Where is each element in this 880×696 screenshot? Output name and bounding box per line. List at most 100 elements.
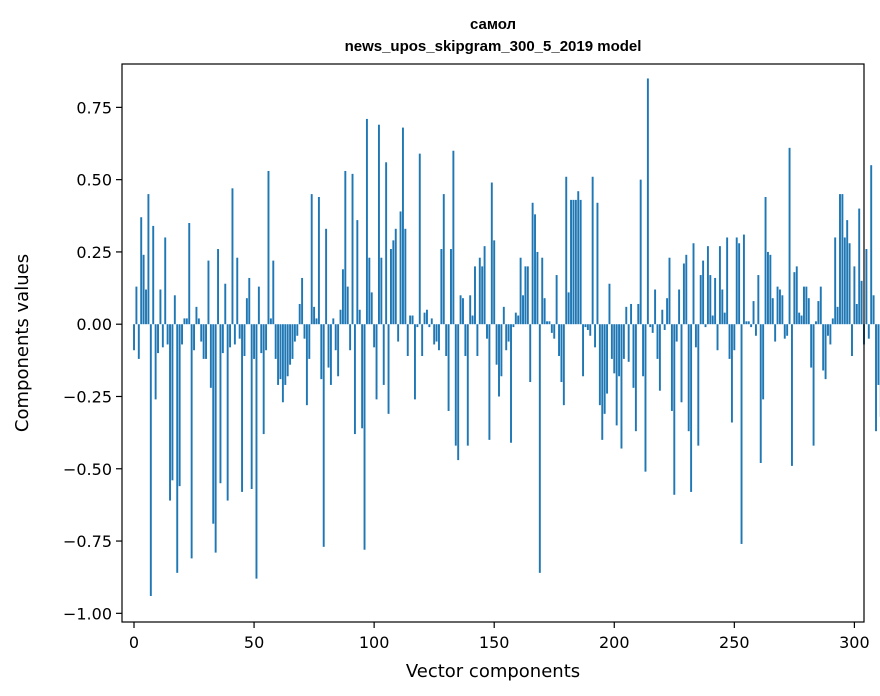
bar-168 (536, 251, 539, 325)
bar-84 (334, 324, 337, 351)
bar-268 (776, 286, 779, 325)
bar-40 (229, 324, 232, 348)
bar-195 (601, 324, 604, 440)
y-tick-label: 0.50 (76, 171, 112, 190)
bar-29 (202, 324, 205, 359)
bar-183 (572, 199, 575, 325)
bar-292 (834, 237, 837, 325)
bar-302 (858, 208, 861, 325)
bar-164 (526, 266, 529, 325)
bar-246 (723, 312, 726, 325)
bar-142 (474, 266, 476, 325)
bar-217 (654, 289, 657, 325)
bar-116 (411, 315, 414, 325)
bar-237 (702, 260, 705, 325)
x-tick-label: 50 (244, 633, 264, 652)
bar-59 (274, 324, 277, 359)
bar-98 (368, 257, 371, 325)
bar-288 (824, 324, 827, 380)
bar-19 (178, 324, 181, 487)
bar-219 (658, 324, 661, 391)
bar-236 (699, 275, 702, 325)
bar-78 (320, 324, 323, 380)
bar-286 (819, 286, 822, 325)
bar-253 (740, 324, 743, 544)
bar-82 (329, 324, 332, 385)
bar-33 (212, 324, 215, 524)
bar-69 (298, 303, 301, 325)
bar-269 (778, 289, 781, 325)
bar-220 (661, 309, 664, 325)
bar-71 (303, 324, 306, 339)
y-tick-label: −1.00 (63, 604, 112, 623)
bar-153 (500, 324, 503, 377)
chart-title-line1: самол (470, 16, 516, 33)
bar-68 (296, 324, 299, 336)
bar-303 (860, 280, 863, 325)
bar-128 (440, 249, 443, 325)
bar-255 (745, 321, 748, 325)
bar-37 (221, 324, 224, 354)
bar-95 (361, 324, 364, 429)
bar-44 (238, 324, 241, 339)
bar-191 (591, 176, 594, 325)
bar-257 (750, 324, 753, 328)
bar-73 (308, 324, 311, 359)
bar-166 (531, 202, 534, 325)
bar-215 (649, 324, 652, 328)
bar-198 (608, 283, 611, 325)
bar-180 (565, 176, 568, 325)
bar-46 (243, 324, 246, 357)
bar-4 (142, 254, 145, 325)
bar-18 (176, 324, 179, 573)
bar-103 (380, 257, 383, 325)
bar-9 (154, 324, 157, 400)
bar-158 (512, 324, 515, 328)
bar-301 (855, 303, 858, 325)
bar-16 (171, 324, 174, 481)
bar-67 (293, 324, 296, 342)
bar-247 (726, 237, 729, 325)
x-tick-label: 200 (599, 633, 630, 652)
bar-205 (625, 306, 628, 325)
bar-66 (291, 324, 294, 359)
bar-272 (786, 324, 789, 336)
bar-22 (185, 318, 188, 325)
bar-55 (265, 324, 268, 351)
bar-127 (438, 324, 440, 351)
bar-300 (853, 266, 856, 325)
bar-109 (394, 228, 397, 325)
bar-165 (529, 324, 532, 383)
bar-105 (385, 162, 388, 325)
bar-83 (332, 318, 335, 325)
bar-294 (839, 194, 841, 325)
bar-104 (382, 324, 385, 385)
bar-17 (173, 295, 176, 325)
bar-113 (404, 228, 407, 325)
bar-291 (831, 318, 834, 325)
bar-63 (284, 324, 287, 385)
bar-224 (670, 324, 673, 411)
bar-139 (466, 324, 469, 446)
bar-252 (738, 243, 741, 325)
bar-137 (462, 298, 464, 325)
bar-203 (620, 324, 623, 449)
bar-118 (416, 324, 419, 328)
bar-31 (207, 260, 210, 325)
bar-144 (478, 257, 481, 325)
bar-90 (349, 324, 352, 351)
bar-111 (399, 211, 402, 325)
bar-15 (169, 324, 171, 501)
bar-299 (851, 324, 853, 357)
bar-298 (848, 243, 851, 325)
bar-72 (305, 324, 308, 406)
bar-108 (392, 240, 395, 325)
bar-163 (524, 266, 527, 325)
bar-50 (253, 324, 256, 359)
bar-200 (613, 324, 616, 374)
bar-213 (644, 324, 647, 472)
bar-242 (714, 277, 717, 325)
bar-100 (373, 324, 376, 348)
bar-289 (827, 324, 829, 336)
bar-117 (414, 324, 416, 400)
